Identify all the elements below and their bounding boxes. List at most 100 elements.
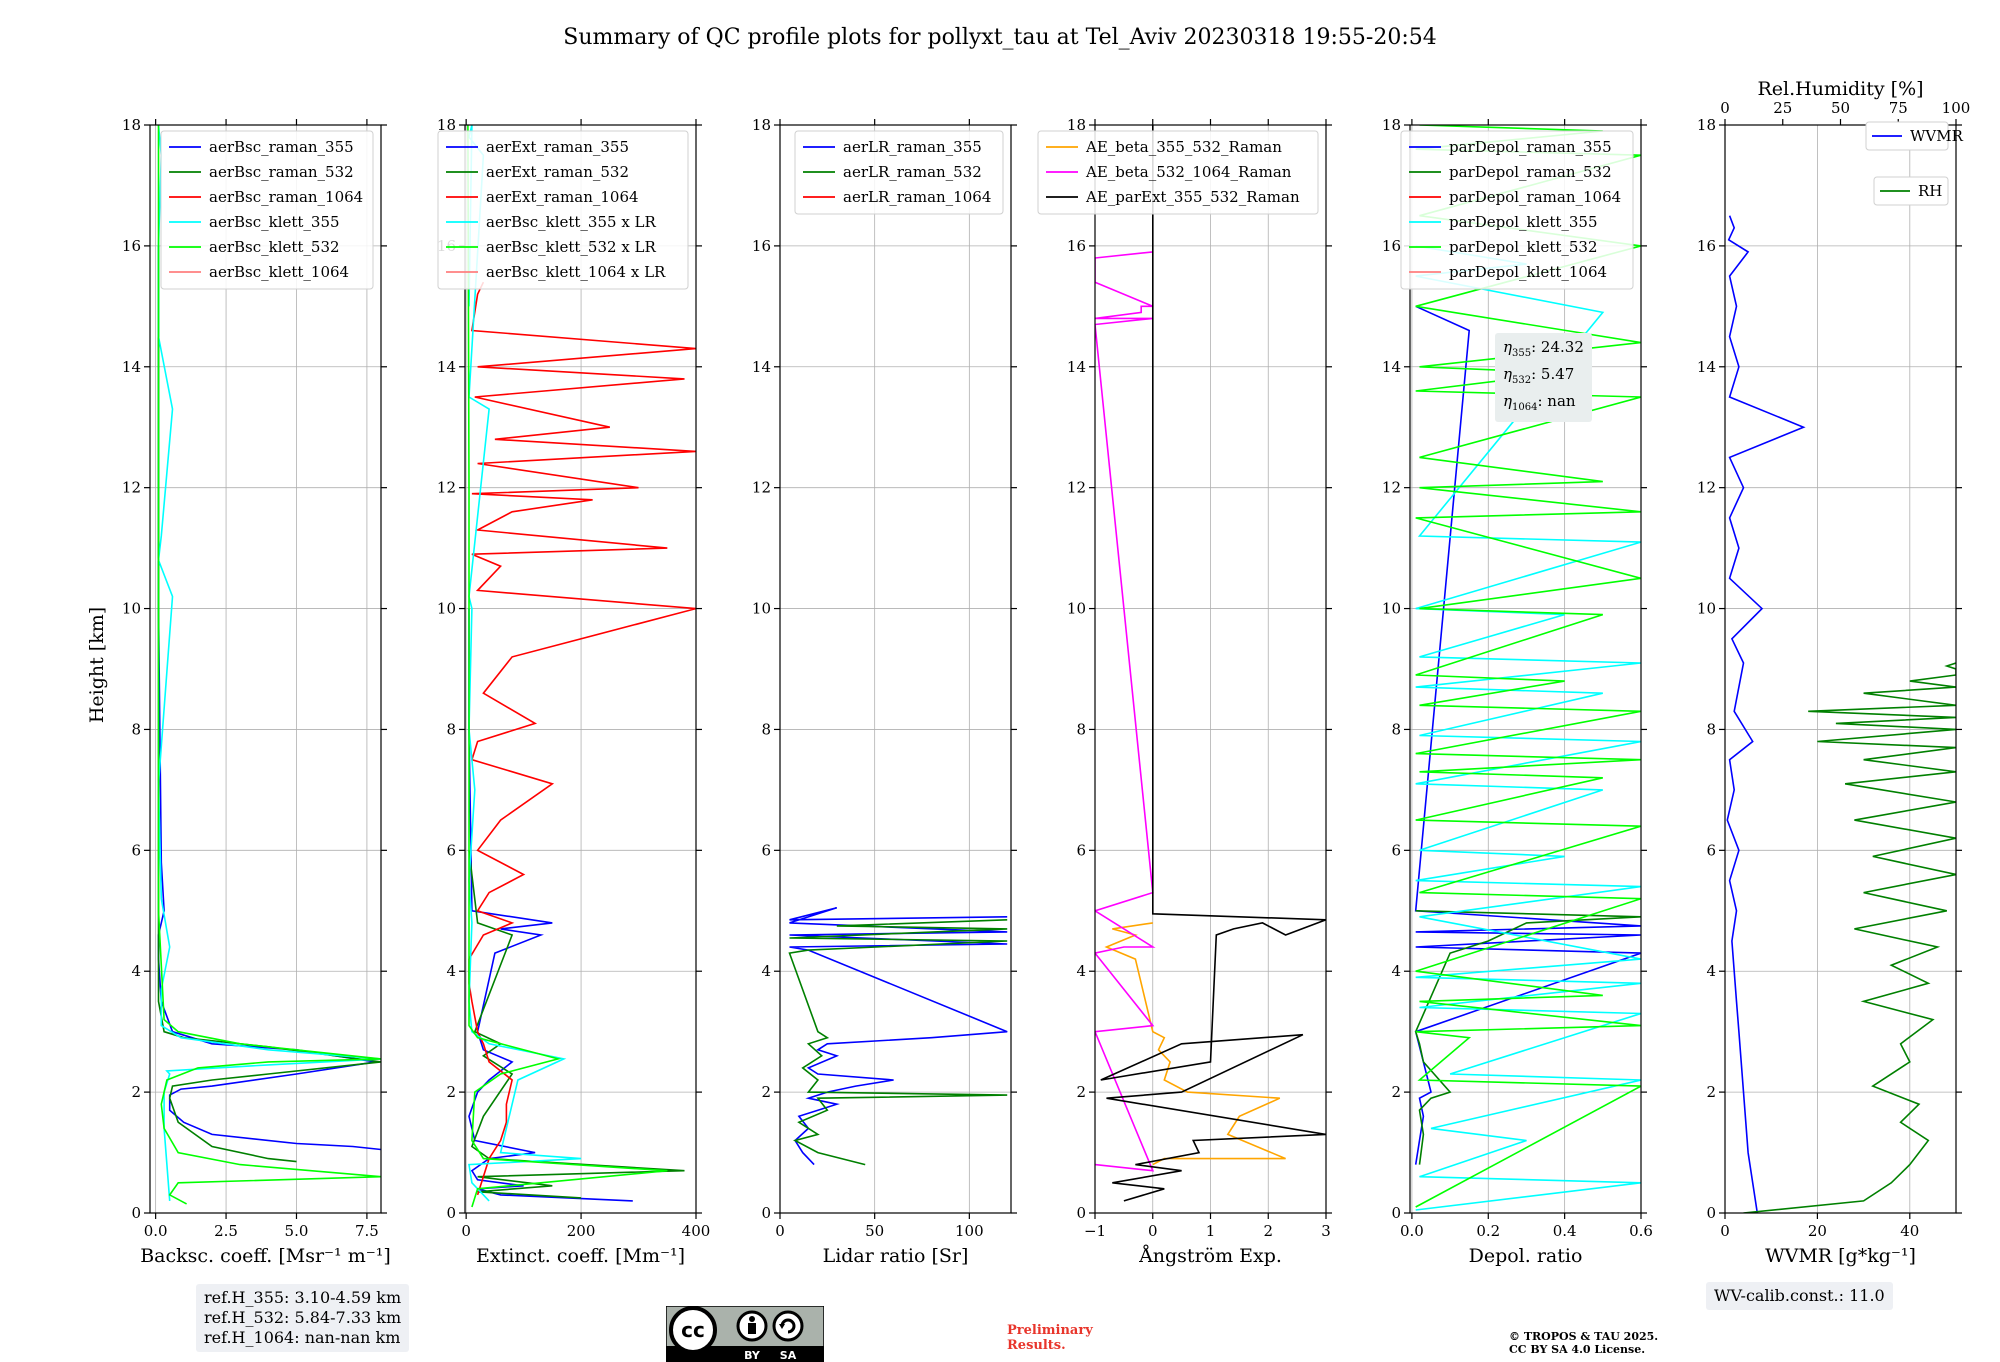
x-tick-label: 5.0 <box>285 1222 309 1240</box>
y-tick-label: 10 <box>1697 600 1716 618</box>
series-ae-beta-532-1064-raman <box>1095 251 1156 1172</box>
y-tick-label: 16 <box>1067 237 1086 255</box>
series-pardepol-klett-355 <box>1415 245 1641 1211</box>
panel-lr: 0 2 4 6 8 10 12 14 16 18 0 50 100 Lidar ratio [Sr] aer… <box>752 116 1017 1267</box>
series-ae-parext-355-532-raman <box>1100 125 1326 1202</box>
svg-text:cc: cc <box>681 1318 705 1342</box>
eta-box: η355: 24.32 η532: 5.47 η1064: nan <box>1495 333 1592 422</box>
y-tick-label: 8 <box>761 720 771 738</box>
y-tick-label: 12 <box>1697 479 1716 497</box>
y-tick-label: 0 <box>1076 1204 1086 1222</box>
panel-ext: 0246810121416180200400Extinct. coeff. [M… <box>437 116 710 1267</box>
y-tick-label: 14 <box>1382 358 1401 376</box>
y-tick-label: 8 <box>446 720 456 738</box>
reference-height-box: ref.H_355: 3.10-4.59 km ref.H_532: 5.84-… <box>196 1284 410 1352</box>
x-tick-label: 0.6 <box>1629 1222 1653 1240</box>
y-tick-label: 6 <box>761 841 771 859</box>
series-group-wv <box>1726 215 1956 1213</box>
x-tick-label: 0 <box>775 1222 785 1240</box>
y-tick-label: 12 <box>1067 479 1086 497</box>
legend-entry: RH <box>1918 182 1942 200</box>
legend-depol: parDepol_raman_355 parDepol_raman_532 parD… <box>1400 130 1634 290</box>
y-tick-label: 4 <box>1391 962 1401 980</box>
series-aerlr-raman-355 <box>789 907 1008 1166</box>
axes-frame-lr <box>779 124 1012 1214</box>
y-tick-label: 0 <box>1391 1204 1401 1222</box>
legend-entry: aerBsc_raman_532 <box>209 163 354 181</box>
cc-by-sa-badge: cc BY SA <box>666 1306 824 1362</box>
panel-bsc: 0 2 4 6 8 10 12 14 16 18 0.0 2.5 5.0 7.5 Backsc. coeff… <box>122 116 391 1267</box>
y-tick-label: 12 <box>1382 479 1401 497</box>
series-pardepol-raman-532 <box>1414 910 1641 1165</box>
series-group-depol <box>1414 125 1641 1211</box>
x-tick-label: 50 <box>865 1222 884 1240</box>
share-alike-icon <box>772 1310 804 1342</box>
legend-entry: aerBsc_klett_1064 <box>209 263 349 281</box>
x-tick-label: 40 <box>1900 1222 1919 1240</box>
y-axis-label: Height [km] <box>86 607 108 723</box>
y-tick-label: 4 <box>761 962 771 980</box>
x-axis-label-ae: Ångström Exp. <box>1138 1245 1282 1267</box>
x-tick-label: 0.0 <box>1400 1222 1424 1240</box>
axes-frame-wv <box>1724 124 1957 1214</box>
y-tick-label: 10 <box>1382 600 1401 618</box>
legend-box <box>1037 130 1319 215</box>
y-tick-label: 10 <box>122 600 141 618</box>
series-aerbsc-raman-355 <box>157 245 381 1151</box>
y-tick-label: 12 <box>122 479 141 497</box>
y-tick-label: 0 <box>131 1204 141 1222</box>
top-axis-label: Rel.Humidity [%] <box>1757 78 1923 100</box>
y-tick-label: 8 <box>1706 720 1716 738</box>
y-tick-label: 10 <box>437 600 456 618</box>
legend-ext: aerExt_raman_355 aerExt_raman_532 aerExt_r… <box>437 130 689 290</box>
ref-height-1064: ref.H_1064: nan-nan km <box>204 1328 401 1347</box>
legend-entry: parDepol_klett_532 <box>1449 238 1598 256</box>
series-pardepol-klett-532 <box>1415 125 1641 1208</box>
grid-lr <box>780 125 1011 1213</box>
legend-entry: parDepol_raman_355 <box>1449 138 1612 156</box>
x-tick-label: 0.2 <box>1476 1222 1500 1240</box>
x-axis-label-lr: Lidar ratio [Sr] <box>823 1245 969 1267</box>
y-tick-label: 14 <box>752 358 771 376</box>
y-tick-label: 6 <box>1706 841 1716 859</box>
y-tick-label: 16 <box>752 237 771 255</box>
x-axis-label-ext: Extinct. coeff. [Mm⁻¹] <box>476 1245 685 1267</box>
y-tick-label: 14 <box>122 358 141 376</box>
x-tick-label: 2.5 <box>214 1222 238 1240</box>
y-tick-label: 8 <box>1076 720 1086 738</box>
y-tick-label: 2 <box>1076 1083 1086 1101</box>
y-tick-label: 6 <box>1076 841 1086 859</box>
x-tick-label: 400 <box>682 1222 711 1240</box>
axes-frame-bsc <box>149 124 382 1214</box>
legend-entry: parDepol_klett_355 <box>1449 213 1598 231</box>
legend-entry: aerExt_raman_532 <box>486 163 629 181</box>
ref-height-532: ref.H_532: 5.84-7.33 km <box>204 1308 402 1327</box>
series-group-bsc <box>157 125 381 1205</box>
y-tick-label: 12 <box>437 479 456 497</box>
series-ae-beta-355-532-raman <box>1104 922 1286 1166</box>
ref-height-355: ref.H_355: 3.10-4.59 km <box>204 1288 402 1307</box>
legend-entry: aerBsc_klett_355 x LR <box>486 213 657 231</box>
y-tick-label: 10 <box>752 600 771 618</box>
top-x-tick-label: 50 <box>1831 99 1850 117</box>
x-tick-label: 0.0 <box>144 1222 168 1240</box>
x-tick-label: 100 <box>955 1222 984 1240</box>
legend-wv: WVMR RH <box>1865 121 1964 206</box>
y-tick-label: 14 <box>437 358 456 376</box>
series-pardepol-raman-355 <box>1414 305 1641 1165</box>
series-aerext-raman-532 <box>468 850 685 1199</box>
figure-title: Summary of QC profile plots for pollyxt_… <box>563 25 1436 50</box>
legend-box <box>1873 176 1949 206</box>
y-tick-label: 8 <box>131 720 141 738</box>
y-tick-label: 18 <box>437 116 456 134</box>
x-tick-label: −1 <box>1084 1222 1106 1240</box>
x-tick-label: 2 <box>1263 1222 1273 1240</box>
legend-entry: AE_parExt_355_532_Raman <box>1085 188 1300 206</box>
y-tick-label: 0 <box>761 1204 771 1222</box>
legend-entry: aerBsc_klett_532 <box>209 238 340 256</box>
legend-entry: parDepol_raman_1064 <box>1449 188 1621 206</box>
y-tick-label: 18 <box>1067 116 1086 134</box>
legend-entry: parDepol_klett_1064 <box>1449 263 1607 281</box>
series-wvmr <box>1726 215 1806 1213</box>
